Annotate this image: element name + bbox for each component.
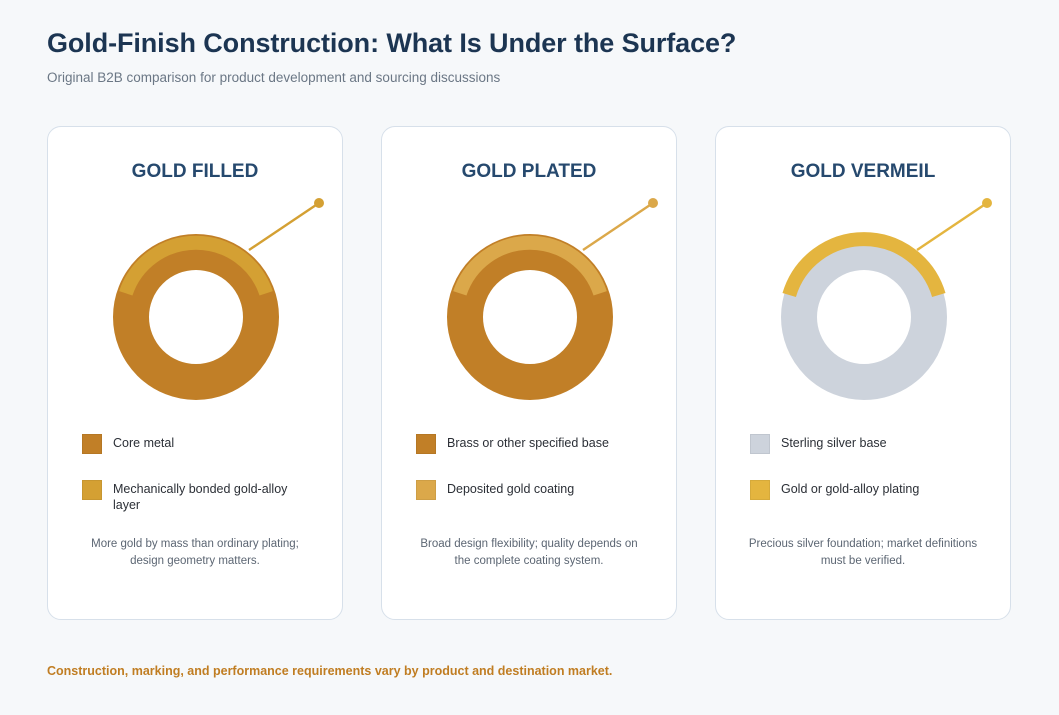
silver-ring bbox=[781, 234, 947, 400]
ring-diagram-gold-plated bbox=[447, 198, 658, 400]
ring-diagram-gold-vermeil bbox=[781, 198, 992, 400]
card-title: GOLD PLATED bbox=[461, 161, 597, 182]
legend-label: Sterling silver base bbox=[781, 436, 887, 450]
card-gold-vermeil: GOLD VERMEIL Sterling silver base Gold o… bbox=[715, 126, 1011, 620]
callout-dot bbox=[314, 198, 324, 208]
legend-label: Deposited gold coating bbox=[447, 482, 575, 496]
legend-swatch bbox=[82, 480, 102, 500]
base-ring bbox=[447, 234, 613, 400]
card-gold-filled: GOLD FILLED Core metal Mechanically bond… bbox=[47, 126, 343, 620]
legend-swatch bbox=[416, 434, 436, 454]
card-note: Broad design flexibility; quality depend… bbox=[420, 538, 638, 567]
legend-swatch bbox=[750, 434, 770, 454]
callout-line bbox=[248, 202, 320, 251]
core-ring bbox=[113, 234, 279, 400]
gold-coating-arc bbox=[453, 235, 607, 296]
legend-label: Brass or other specified base bbox=[447, 436, 609, 450]
ring-diagram-gold-filled bbox=[113, 198, 324, 400]
page-subtitle: Original B2B comparison for product deve… bbox=[47, 70, 501, 85]
legend-label: Gold or gold-alloy plating bbox=[781, 482, 920, 496]
legend-swatch bbox=[416, 480, 436, 500]
card-note: More gold by mass than ordinary plating;… bbox=[91, 538, 299, 567]
card-note: Precious silver foundation; market defin… bbox=[748, 538, 978, 567]
legend-swatch bbox=[750, 480, 770, 500]
callout-line bbox=[582, 202, 654, 251]
footer-disclaimer: Construction, marking, and performance r… bbox=[47, 664, 613, 678]
callout-dot bbox=[982, 198, 992, 208]
card-title: GOLD VERMEIL bbox=[790, 161, 936, 182]
legend-label: Core metal bbox=[113, 436, 175, 450]
legend-swatch bbox=[82, 434, 102, 454]
gold-layer-arc bbox=[119, 235, 273, 296]
callout-line bbox=[916, 202, 988, 251]
card-gold-plated: GOLD PLATED Brass or other specified bas… bbox=[381, 126, 677, 620]
legend-label: Mechanically bonded gold-alloy layer bbox=[113, 482, 288, 512]
card-title: GOLD FILLED bbox=[131, 161, 259, 182]
gold-plating-arc bbox=[782, 232, 946, 298]
page-title: Gold-Finish Construction: What Is Under … bbox=[47, 28, 737, 58]
callout-dot bbox=[648, 198, 658, 208]
